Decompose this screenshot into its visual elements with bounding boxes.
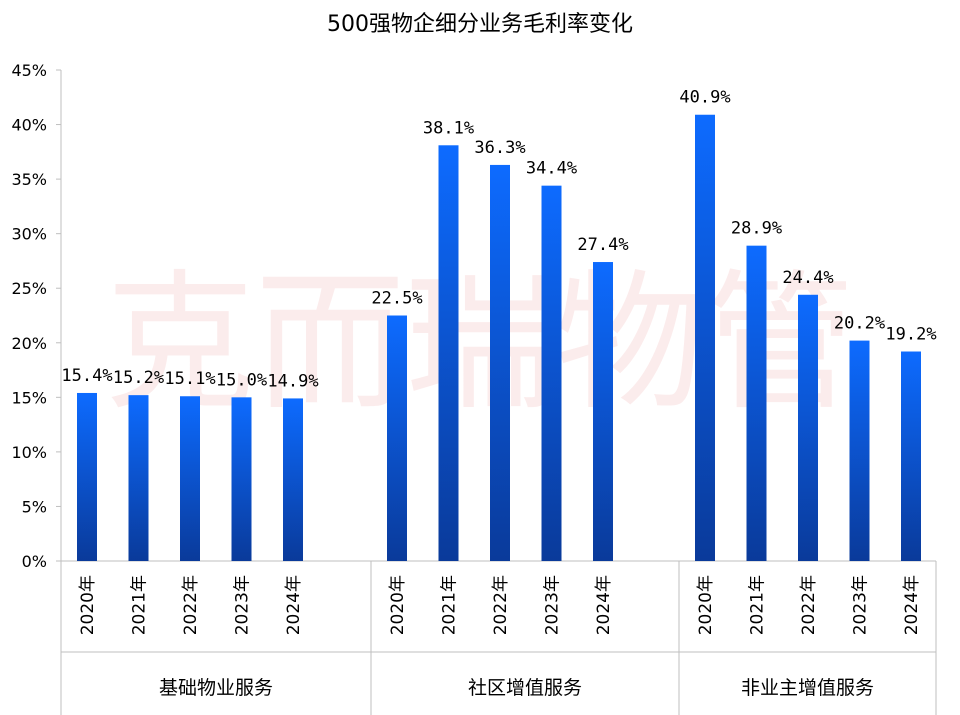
bar <box>387 315 407 561</box>
y-tick-label: 0% <box>22 552 47 571</box>
bar <box>283 398 303 561</box>
bar <box>77 392 97 561</box>
x-tick-label: 2022年 <box>799 575 819 635</box>
y-tick-label: 45% <box>11 61 47 80</box>
data-label: 24.4% <box>782 268 833 288</box>
y-tick-label: 20% <box>11 334 47 353</box>
data-label: 22.5% <box>371 289 422 309</box>
x-tick-label: 2023年 <box>543 575 563 635</box>
bar <box>438 145 459 561</box>
bar <box>593 262 613 561</box>
data-labels: 15.4% 15.2% 15.1% 15.0% 14.9% 22.5% 38.1%36.3%… <box>61 88 936 392</box>
group-label: 社区增值服务 <box>468 677 582 699</box>
y-tick-label: 25% <box>11 279 47 298</box>
x-tick-label: 2024年 <box>284 575 304 635</box>
data-label: 15.4% <box>61 366 112 386</box>
bar <box>695 114 715 561</box>
bars <box>77 114 921 561</box>
data-label: 38.1% <box>423 118 474 138</box>
x-tick-label: 2022年 <box>491 575 511 635</box>
data-label: 15.2% <box>113 368 164 388</box>
bar <box>128 395 149 561</box>
data-label: 36.3% <box>474 138 525 158</box>
bar <box>541 185 562 561</box>
bar <box>746 245 767 561</box>
y-tick-label: 10% <box>11 443 47 462</box>
bar <box>490 164 510 561</box>
x-tick-label: 2020年 <box>78 575 98 635</box>
axes: 0% 5% 10% 15% 20% 25% 30% 35% 40% 45% <box>11 61 937 715</box>
x-tick-label: 2020年 <box>388 575 408 635</box>
group-label: 基础物业服务 <box>159 677 273 699</box>
data-label: 15.1% <box>164 369 215 389</box>
data-label: 27.4% <box>577 235 628 255</box>
bar <box>231 397 252 561</box>
y-tick-label: 40% <box>11 116 47 135</box>
x-tick-label: 2022年 <box>181 575 201 635</box>
y-tick-label: 5% <box>22 497 47 516</box>
x-tick-label: 2023年 <box>851 575 871 635</box>
bar <box>798 294 818 561</box>
data-label: 40.9% <box>679 88 730 108</box>
y-tick-label: 30% <box>11 225 47 244</box>
data-label: 14.9% <box>267 371 318 391</box>
chart-title: 500强物企细分业务毛利率变化 <box>327 12 633 37</box>
watermark-text: 克而瑞物管 <box>105 257 855 431</box>
data-label: 28.9% <box>731 219 782 239</box>
x-tick-label: 2021年 <box>130 575 150 635</box>
y-tick-label: 35% <box>11 170 47 189</box>
data-label: 19.2% <box>885 325 936 345</box>
y-tick-label: 15% <box>11 388 47 407</box>
x-tick-label: 2020年 <box>696 575 716 635</box>
x-tick-label: 2023年 <box>233 575 253 635</box>
group-label: 非业主增值服务 <box>741 677 874 699</box>
x-tick-label: 2024年 <box>902 575 922 635</box>
bar <box>901 351 921 561</box>
x-tick-label: 2024年 <box>594 575 614 635</box>
x-tick-label: 2021年 <box>440 575 460 635</box>
bar <box>849 340 870 561</box>
x-tick-label: 2021年 <box>748 575 768 635</box>
data-label: 15.0% <box>216 370 267 390</box>
data-label: 20.2% <box>834 314 885 334</box>
data-label: 34.4% <box>526 159 577 179</box>
bar <box>180 396 200 561</box>
